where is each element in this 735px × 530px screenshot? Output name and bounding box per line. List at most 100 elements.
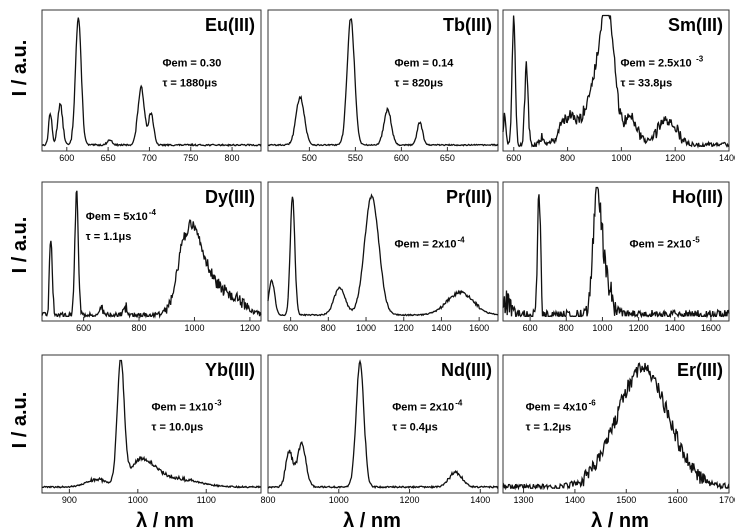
x-tick-label: 800 [559, 323, 574, 333]
lifetime: τ = 1.1μs [86, 231, 132, 243]
x-tick-label: 1200 [394, 323, 414, 333]
panel-3: 600 800 1000 1200 1400 Sm(III) Φem = 2.5x10 -3 τ… [502, 9, 735, 163]
x-tick-label: 600 [59, 153, 74, 163]
x-tick-label: 800 [260, 495, 275, 505]
panel-8: 800 1000 1200 1400 Nd(III) Φem = 2x10 -4 τ = 0.… [260, 354, 499, 505]
panel-title: Nd(III) [441, 360, 492, 380]
x-tick-label: 1400 [565, 495, 585, 505]
y-axis-label-row1: I / a.u. [9, 40, 31, 97]
x-tick-label: 1000 [128, 495, 148, 505]
panel-title: Sm(III) [668, 15, 723, 35]
quantum-yield-exponent: -5 [693, 236, 701, 245]
y-axis-label-row3: I / a.u. [9, 392, 31, 449]
x-tick-label: 800 [132, 323, 147, 333]
panels-group: 600 650 700 750 800 Eu(III) Φem = 0.30 τ = 1880… [41, 9, 735, 505]
x-tick-label: 1200 [400, 495, 420, 505]
panel-9: 1300 1400 1500 1600 1700 Er(III) Φem = 4x10-6 τ… [502, 354, 735, 505]
spectrum-line [267, 193, 499, 317]
panel-title: Tb(III) [443, 15, 492, 35]
quantum-yield-exponent: -4 [455, 399, 463, 408]
x-tick-label: 700 [142, 153, 157, 163]
quantum-yield: Φem = 2x10 [395, 239, 457, 251]
panel-2: 500 550 600 650 Tb(III) Φem = 0.14 τ = 820μs [267, 9, 499, 163]
panel-frame [267, 354, 499, 494]
panel-title: Ho(III) [672, 187, 723, 207]
spectrum-line [502, 186, 730, 319]
x-tick-label: 1600 [701, 323, 721, 333]
x-tick-label: 1600 [668, 495, 688, 505]
spectrum-line [267, 359, 499, 489]
panel-title: Pr(III) [446, 187, 492, 207]
x-tick-label: 1000 [184, 323, 204, 333]
spectrum-line [502, 362, 730, 491]
x-tick-label: 1500 [616, 495, 636, 505]
x-axis-label-col2: λ / nm [343, 510, 401, 530]
x-tick-label: 600 [76, 323, 91, 333]
spectrum-line [41, 190, 262, 319]
x-tick-label: 750 [183, 153, 198, 163]
x-tick-label: 500 [302, 153, 317, 163]
spectrum-line [41, 17, 262, 148]
spectrum-line [502, 14, 730, 149]
panel-7: 900 1000 1100 Yb(III) Φem = 1x10 -3 τ = 10.0μs [41, 354, 262, 505]
x-tick-label: 600 [394, 153, 409, 163]
quantum-yield-exponent: -3 [696, 55, 704, 64]
x-axis-label-col1: λ / nm [136, 510, 194, 530]
panel-1: 600 650 700 750 800 Eu(III) Φem = 0.30 τ = 1880… [41, 9, 262, 163]
quantum-yield: Φem = 2.5x10 [621, 58, 692, 70]
panel-title: Yb(III) [205, 360, 255, 380]
x-tick-label: 1400 [719, 153, 735, 163]
lifetime: τ = 1880μs [162, 78, 217, 90]
quantum-yield-exponent: -4 [458, 236, 466, 245]
x-tick-label: 1400 [470, 495, 490, 505]
x-tick-label: 1200 [629, 323, 649, 333]
x-tick-label: 1300 [514, 495, 534, 505]
lifetime: τ = 10.0μs [152, 422, 204, 434]
x-tick-label: 1000 [356, 323, 376, 333]
x-tick-label: 1100 [197, 495, 216, 505]
x-tick-label: 1200 [240, 323, 260, 333]
x-tick-label: 1700 [719, 495, 735, 505]
lifetime: τ = 1.2μs [526, 422, 572, 434]
panel-title: Er(III) [677, 360, 723, 380]
x-tick-label: 550 [348, 153, 363, 163]
x-tick-label: 1400 [431, 323, 451, 333]
spectrum-line [268, 18, 499, 147]
panel-5: 600 800 1000 1200 1400 1600 Pr(III) Φem = 2x10-… [267, 181, 499, 333]
panel-6: 600 800 1000 1200 1400 1600 Ho(III) Φem = 2x10-… [502, 181, 730, 333]
panel-title: Eu(III) [205, 15, 255, 35]
x-tick-label: 650 [101, 153, 116, 163]
x-tick-label: 800 [321, 323, 336, 333]
x-tick-label: 1400 [665, 323, 685, 333]
x-tick-label: 800 [560, 153, 575, 163]
quantum-yield-exponent: -3 [215, 399, 223, 408]
panel-frame [267, 181, 499, 322]
x-tick-label: 1600 [469, 323, 489, 333]
quantum-yield: Φem = 1x10 [152, 402, 214, 414]
quantum-yield: Φem = 5x10 [86, 211, 148, 223]
x-tick-label: 1000 [592, 323, 612, 333]
panel-title: Dy(III) [205, 187, 255, 207]
x-tick-label: 1200 [665, 153, 685, 163]
x-tick-label: 600 [523, 323, 538, 333]
quantum-yield: Φem = 4x10 [526, 402, 588, 414]
lifetime: τ = 0.4μs [392, 422, 438, 434]
x-tick-label: 800 [225, 153, 240, 163]
x-tick-label: 650 [440, 153, 455, 163]
spectrum-line [41, 359, 262, 489]
quantum-yield-exponent: -6 [589, 399, 597, 408]
panel-4: 600 800 1000 1200 Dy(III) Φem = 5x10 -4 τ = 1.1… [41, 181, 262, 333]
panel-frame [41, 354, 262, 494]
x-tick-label: 600 [283, 323, 298, 333]
quantum-yield: Φem = 0.14 [395, 58, 455, 70]
quantum-yield-exponent: -4 [149, 208, 157, 217]
quantum-yield: Φem = 0.30 [162, 58, 221, 70]
x-tick-label: 1000 [329, 495, 349, 505]
y-axis-label-row2: I / a.u. [9, 217, 31, 274]
lifetime: τ = 820μs [395, 78, 444, 90]
lifetime: τ = 33.8μs [621, 78, 673, 90]
x-tick-label: 900 [62, 495, 77, 505]
x-tick-label: 1000 [611, 153, 631, 163]
quantum-yield: Φem = 2x10 [392, 402, 454, 414]
